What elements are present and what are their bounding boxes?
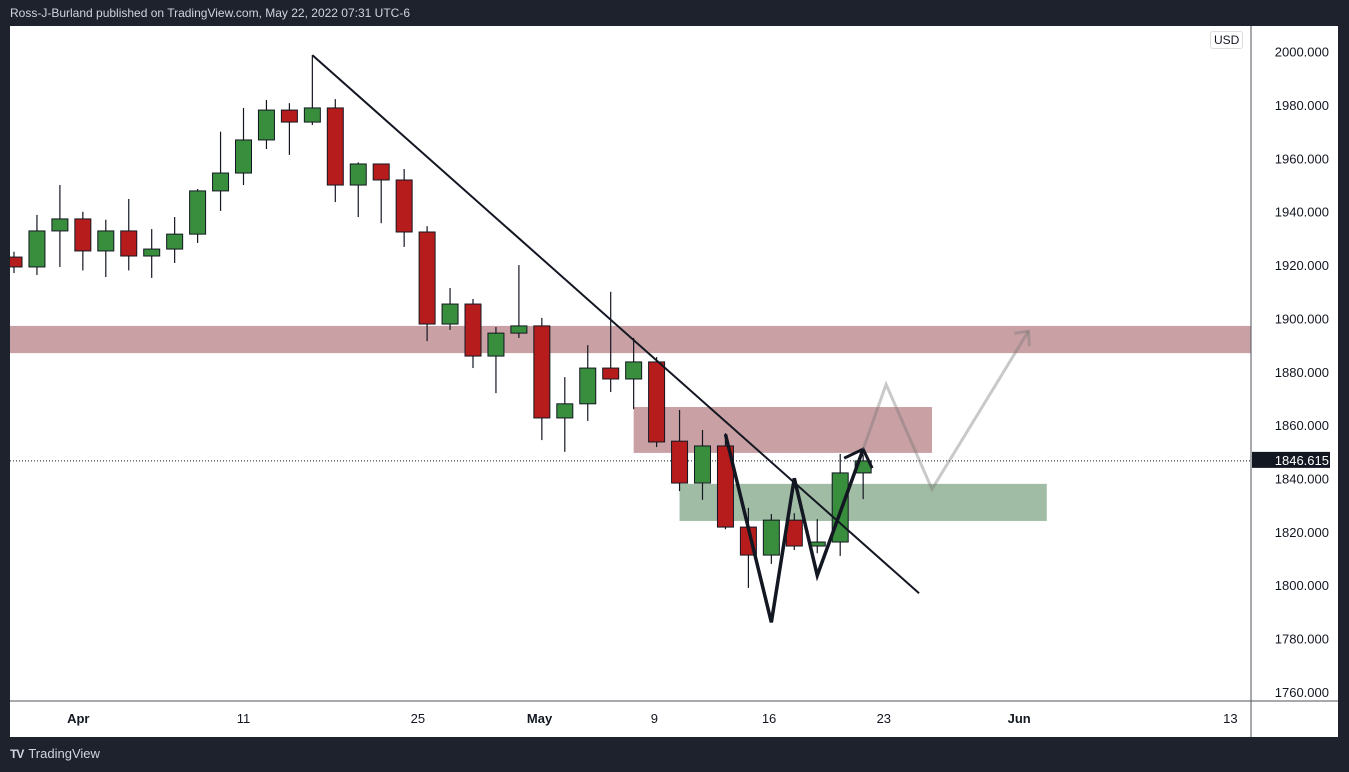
candle-up [97,230,115,252]
candle-down [372,163,390,181]
y-tick-label: 2000.000 [1275,45,1329,60]
tradingview-logo-label: TradingView [28,746,100,761]
candle-up [762,519,780,556]
y-tick-label: 1820.000 [1275,525,1329,540]
x-tick-label: May [527,711,553,726]
candle-down [716,445,734,528]
candle-up [441,303,459,325]
pattern-path [723,433,865,623]
y-tick-label: 1860.000 [1275,418,1329,433]
candle-up [694,445,711,484]
candle-up [303,107,321,123]
y-tick-label: 1880.000 [1275,365,1329,380]
publisher-header: Ross-J-Burland published on TradingView.… [10,6,410,20]
candle-down [395,179,413,233]
candle-up [143,248,161,257]
y-tick-label: 1840.000 [1275,472,1329,487]
candle-up [349,163,367,186]
resistance-zone-upper [10,325,1251,354]
candle-down [671,440,689,484]
plot-group [10,54,1251,623]
candle-down [464,303,482,357]
x-tick-label: Apr [67,711,89,726]
candle-up [235,139,252,174]
x-tick-label: 13 [1223,711,1237,726]
candle-up [28,230,46,268]
x-tick-label: 25 [411,711,425,726]
candle-down [10,256,23,268]
downtrend-line [311,54,920,594]
tradingview-footer[interactable]: TV TradingView [10,746,100,761]
last-price-label: 1846.615 [1275,453,1329,468]
candle-down [74,218,92,252]
y-tick-label: 1780.000 [1275,632,1329,647]
candle-down [280,109,298,123]
candle-up [556,403,574,419]
projection-path [861,330,1030,493]
candle-up [189,190,207,235]
candle-down [418,231,436,325]
y-tick-label: 1760.000 [1275,685,1329,700]
candle-up [166,233,184,250]
candle-down [602,367,620,380]
tradingview-logo-icon: TV [10,746,24,761]
y-tick-label: 1800.000 [1275,578,1329,593]
y-tick-label: 1940.000 [1275,205,1329,220]
y-tick-label: 1980.000 [1275,98,1329,113]
candle-up [487,332,505,357]
x-tick-label: Jun [1008,711,1031,726]
y-tick-label: 1960.000 [1275,151,1329,166]
chart-area[interactable] [10,26,1338,737]
candle-up [579,367,597,405]
candle-up [51,218,69,232]
candle-up [257,109,275,141]
x-tick-label: 11 [237,711,251,726]
candle-up [625,361,643,380]
projection-arrow-head [1014,329,1031,347]
y-tick-label: 1900.000 [1275,311,1329,326]
candle-down [533,325,551,419]
candle-up [510,325,528,334]
pattern-arrow-head [843,447,874,469]
candle-up [212,172,230,192]
candle-down [120,230,138,257]
currency-label[interactable]: USD [1210,31,1244,49]
last-price-tag [1252,451,1330,468]
candle-down [326,107,344,186]
x-tick-label: 23 [877,711,891,726]
y-tick-label: 1920.000 [1275,258,1329,273]
candle-down [648,361,666,443]
x-tick-label: 16 [762,711,776,726]
x-tick-label: 9 [651,711,658,726]
